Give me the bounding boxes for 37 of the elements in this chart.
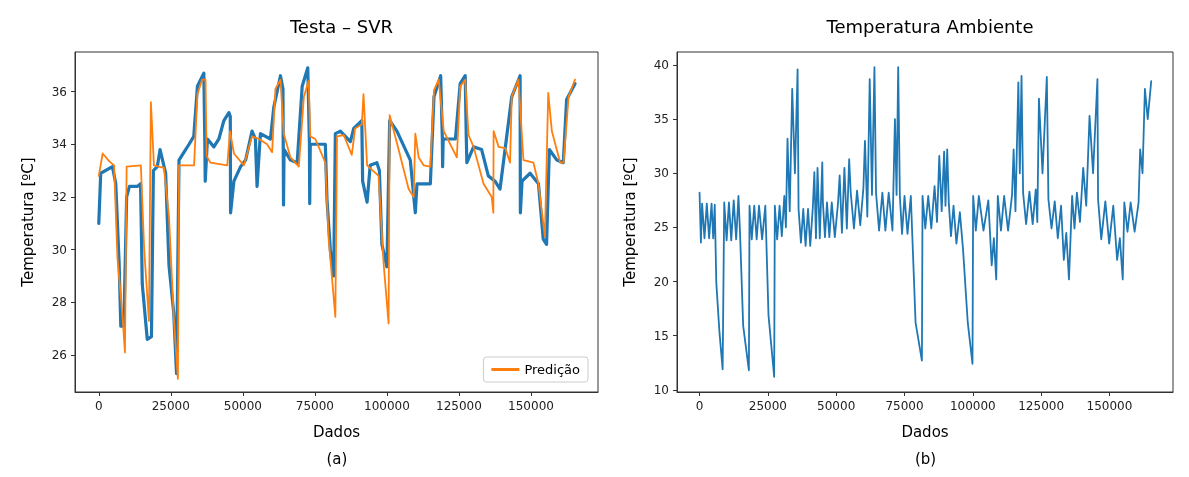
x-tick-label: 100000 [364, 399, 410, 413]
y-tick-label: 10 [653, 382, 669, 397]
x-tick-label: 50000 [223, 399, 262, 413]
y-tick-label: 26 [51, 348, 67, 363]
y-tick-label: 32 [51, 189, 67, 204]
x-tick-label: 25000 [748, 399, 787, 413]
x-tick-label: 125000 [436, 399, 482, 413]
x-tick-label: 50000 [817, 399, 856, 413]
text: (a) [326, 449, 348, 468]
y-axis-title: Temperatura [ºC] [18, 157, 37, 288]
x-tick-label: 125000 [1018, 399, 1065, 413]
y-tick-label: 30 [51, 242, 67, 257]
y-tick-label: 30 [653, 166, 669, 181]
x-tick-label: 0 [94, 399, 103, 413]
x-tick-label: 150000 [1086, 399, 1133, 413]
chart-title: Temperatura Ambiente [825, 15, 1034, 37]
line-series [698, 66, 1153, 378]
y-tick-label: 20 [653, 274, 669, 289]
legend-label: Predição [524, 362, 581, 377]
x-tick-label: 75000 [885, 399, 924, 413]
x-tick-label: 100000 [949, 399, 996, 413]
y-tick-label: 15 [653, 328, 669, 343]
x-tick-label: 0 [695, 399, 704, 413]
x-tick-label: 25000 [151, 399, 190, 413]
x-axis-title: Dados [312, 422, 361, 441]
y-tick-label: 34 [51, 137, 67, 152]
x-axis-title: Dados [901, 422, 949, 441]
chart-title: Testa – SVR [288, 15, 394, 37]
y-axis-title: Temperatura [ºC] [620, 157, 639, 288]
y-tick-label: 25 [653, 220, 669, 235]
y-tick-label: 36 [51, 84, 67, 99]
x-tick-label: 75000 [295, 399, 334, 413]
y-tick-label: 28 [51, 295, 67, 310]
y-tick-label: 35 [653, 112, 669, 127]
x-tick-label: 150000 [508, 399, 554, 413]
text: (b) [915, 449, 937, 468]
y-tick-label: 40 [653, 57, 669, 72]
